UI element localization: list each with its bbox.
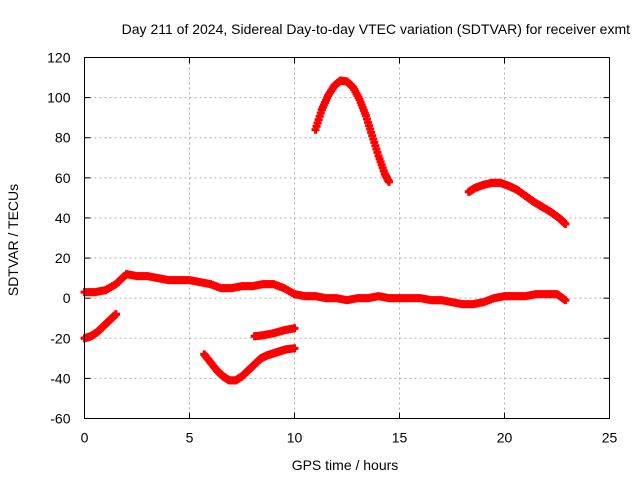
y-tick-label: 120 — [47, 50, 71, 66]
x-tick-label: 15 — [392, 430, 408, 446]
x-tick-label: 0 — [81, 430, 89, 446]
y-tick-label: -60 — [50, 411, 70, 427]
y-tick-label: 20 — [55, 250, 71, 266]
x-axis-label: GPS time / hours — [292, 457, 399, 473]
series-arc-right — [464, 178, 570, 228]
x-tick-label: 25 — [602, 430, 618, 446]
axis-ticks — [84, 57, 610, 419]
y-tick-label: -40 — [50, 370, 70, 386]
series-segment-low-left — [80, 310, 120, 343]
series-segment-mid — [250, 324, 299, 341]
y-tick-label: 0 — [63, 290, 71, 306]
y-tick-label: 60 — [55, 170, 71, 186]
y-tick-label: -20 — [50, 330, 70, 346]
chart-title: Day 211 of 2024, Sidereal Day-to-day VTE… — [122, 21, 630, 37]
x-tick-label: 20 — [497, 430, 513, 446]
data-series — [80, 76, 570, 385]
x-tick-label: 5 — [186, 430, 194, 446]
series-arc-low — [200, 344, 299, 385]
y-tick-label: 100 — [47, 90, 71, 106]
series-arc-high — [311, 76, 393, 186]
y-axis-label: SDTVAR / TECUs — [5, 184, 21, 296]
tick-labels: 0 5 10 15 20 25 -60 -40 -20 0 20 40 60 80 100 120 — [47, 50, 617, 446]
y-tick-label: 80 — [55, 130, 71, 146]
x-tick-label: 10 — [287, 430, 303, 446]
plot-frame — [84, 57, 610, 419]
series-main-track — [80, 270, 570, 309]
y-tick-label: 40 — [55, 210, 71, 226]
grid-lines — [84, 57, 610, 419]
